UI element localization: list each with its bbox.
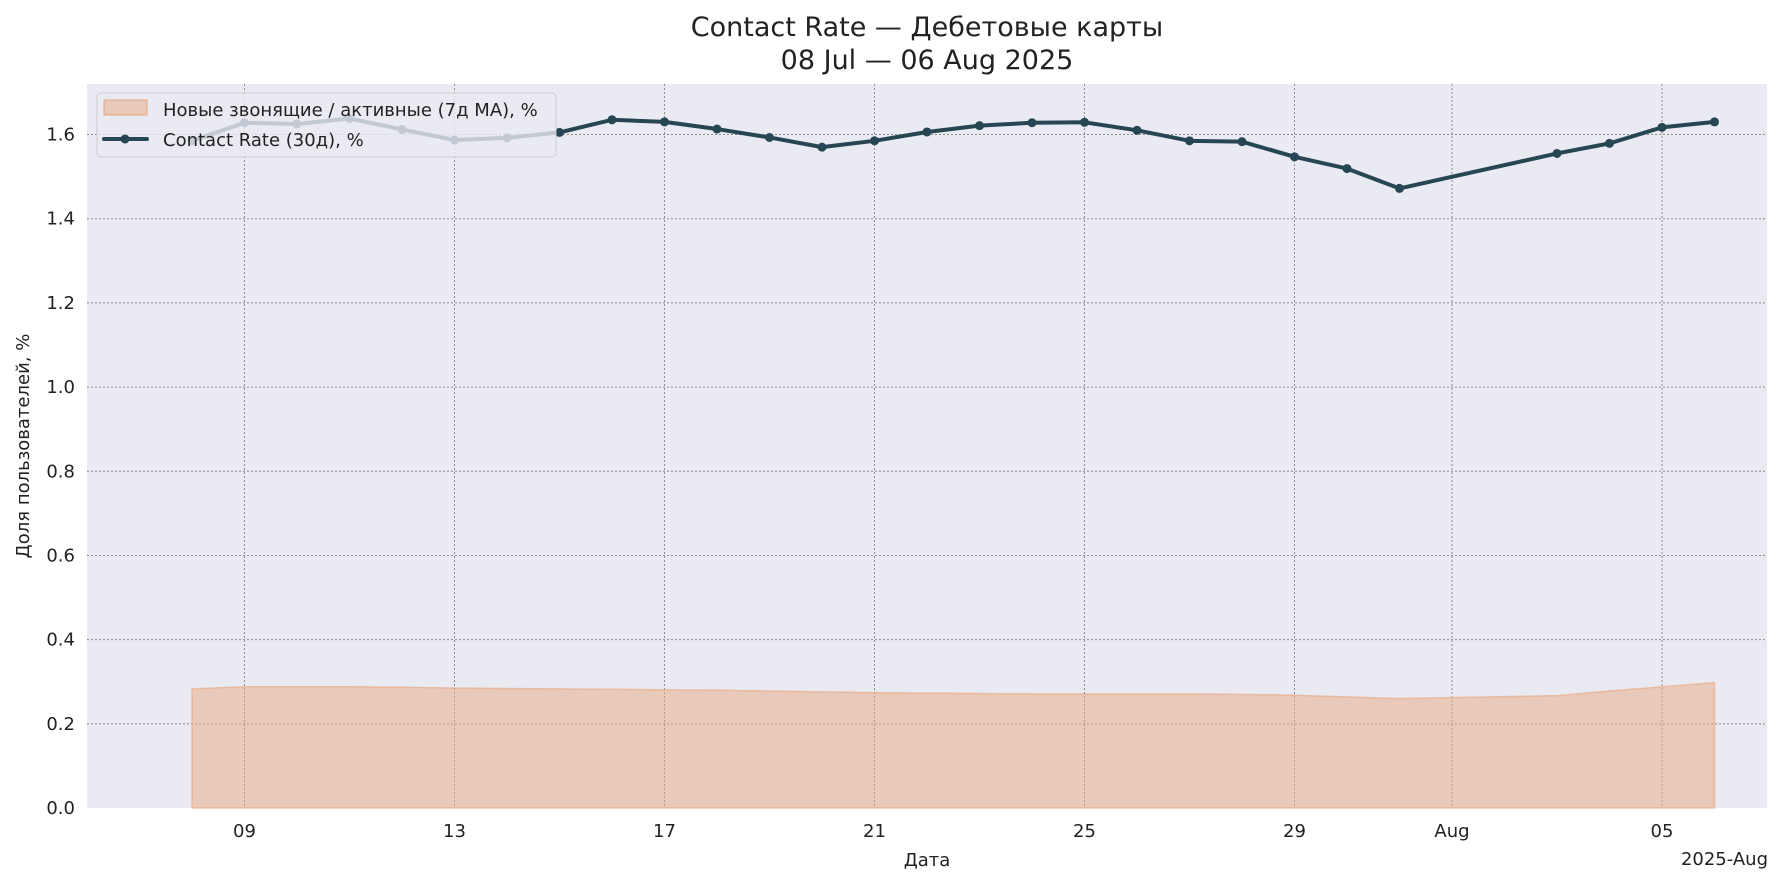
chart-title-line2: 08 Jul — 06 Aug 2025 bbox=[781, 45, 1074, 76]
line-point bbox=[817, 142, 827, 152]
x-ticks: 09 13 17 21 25 29 Aug 05 bbox=[233, 821, 1673, 842]
x-tick-label: 09 bbox=[233, 821, 256, 842]
y-tick-label: 0.6 bbox=[46, 545, 75, 566]
line-point bbox=[1605, 138, 1614, 148]
x-tick-label: 17 bbox=[653, 821, 676, 842]
legend: Новые звонящие / активные (7д MA), % Con… bbox=[96, 92, 557, 158]
chart-title-line1: Contact Rate — Дебетовые карты bbox=[691, 12, 1163, 43]
line-point bbox=[975, 121, 984, 131]
area-series bbox=[191, 681, 1716, 809]
legend-box bbox=[96, 92, 557, 158]
y-tick-label: 1.6 bbox=[46, 125, 75, 146]
line-point bbox=[712, 124, 722, 134]
line-point bbox=[1290, 152, 1299, 162]
line-point bbox=[1132, 125, 1142, 135]
line-point bbox=[765, 132, 774, 142]
line-point bbox=[870, 136, 879, 146]
line-point bbox=[555, 127, 564, 137]
y-tick-label: 1.4 bbox=[46, 209, 75, 230]
line-point bbox=[1395, 183, 1404, 193]
y-tick-label: 1.0 bbox=[46, 377, 75, 398]
y-ticks: 0.0 0.2 0.4 0.6 0.8 1.0 1.2 1.4 1.6 bbox=[46, 125, 75, 819]
x-offset-label: 2025-Aug bbox=[1681, 849, 1768, 870]
line-point bbox=[922, 127, 932, 137]
legend-swatch-marker bbox=[120, 134, 130, 144]
legend-swatch-area bbox=[103, 99, 148, 116]
line-point bbox=[1657, 122, 1667, 132]
legend-label-line: Contact Rate (30д), % bbox=[163, 130, 364, 151]
y-tick-label: 0.4 bbox=[46, 630, 75, 651]
line-point bbox=[1185, 136, 1194, 146]
y-axis-label: Доля пользователей, % bbox=[13, 334, 34, 559]
line-point bbox=[1027, 118, 1037, 128]
x-tick-label: 05 bbox=[1651, 821, 1674, 842]
line-point bbox=[1080, 117, 1089, 127]
y-tick-label: 0.8 bbox=[46, 461, 75, 482]
x-axis-label: Дата bbox=[904, 850, 951, 871]
line-point bbox=[1342, 164, 1352, 174]
y-tick-label: 0.0 bbox=[46, 798, 75, 819]
y-tick-label: 0.2 bbox=[46, 714, 75, 735]
line-point bbox=[607, 115, 617, 125]
x-tick-label: 21 bbox=[863, 821, 886, 842]
line-point bbox=[1552, 148, 1562, 158]
x-tick-label: 29 bbox=[1283, 821, 1306, 842]
legend-label-area: Новые звонящие / активные (7д MA), % bbox=[163, 100, 538, 121]
x-tick-label: 13 bbox=[443, 821, 466, 842]
y-tick-label: 1.2 bbox=[46, 293, 75, 314]
x-tick-label: Aug bbox=[1434, 821, 1469, 842]
line-point bbox=[660, 117, 669, 127]
line-point bbox=[1237, 137, 1247, 147]
line-point bbox=[1710, 117, 1719, 127]
x-tick-label: 25 bbox=[1073, 821, 1096, 842]
